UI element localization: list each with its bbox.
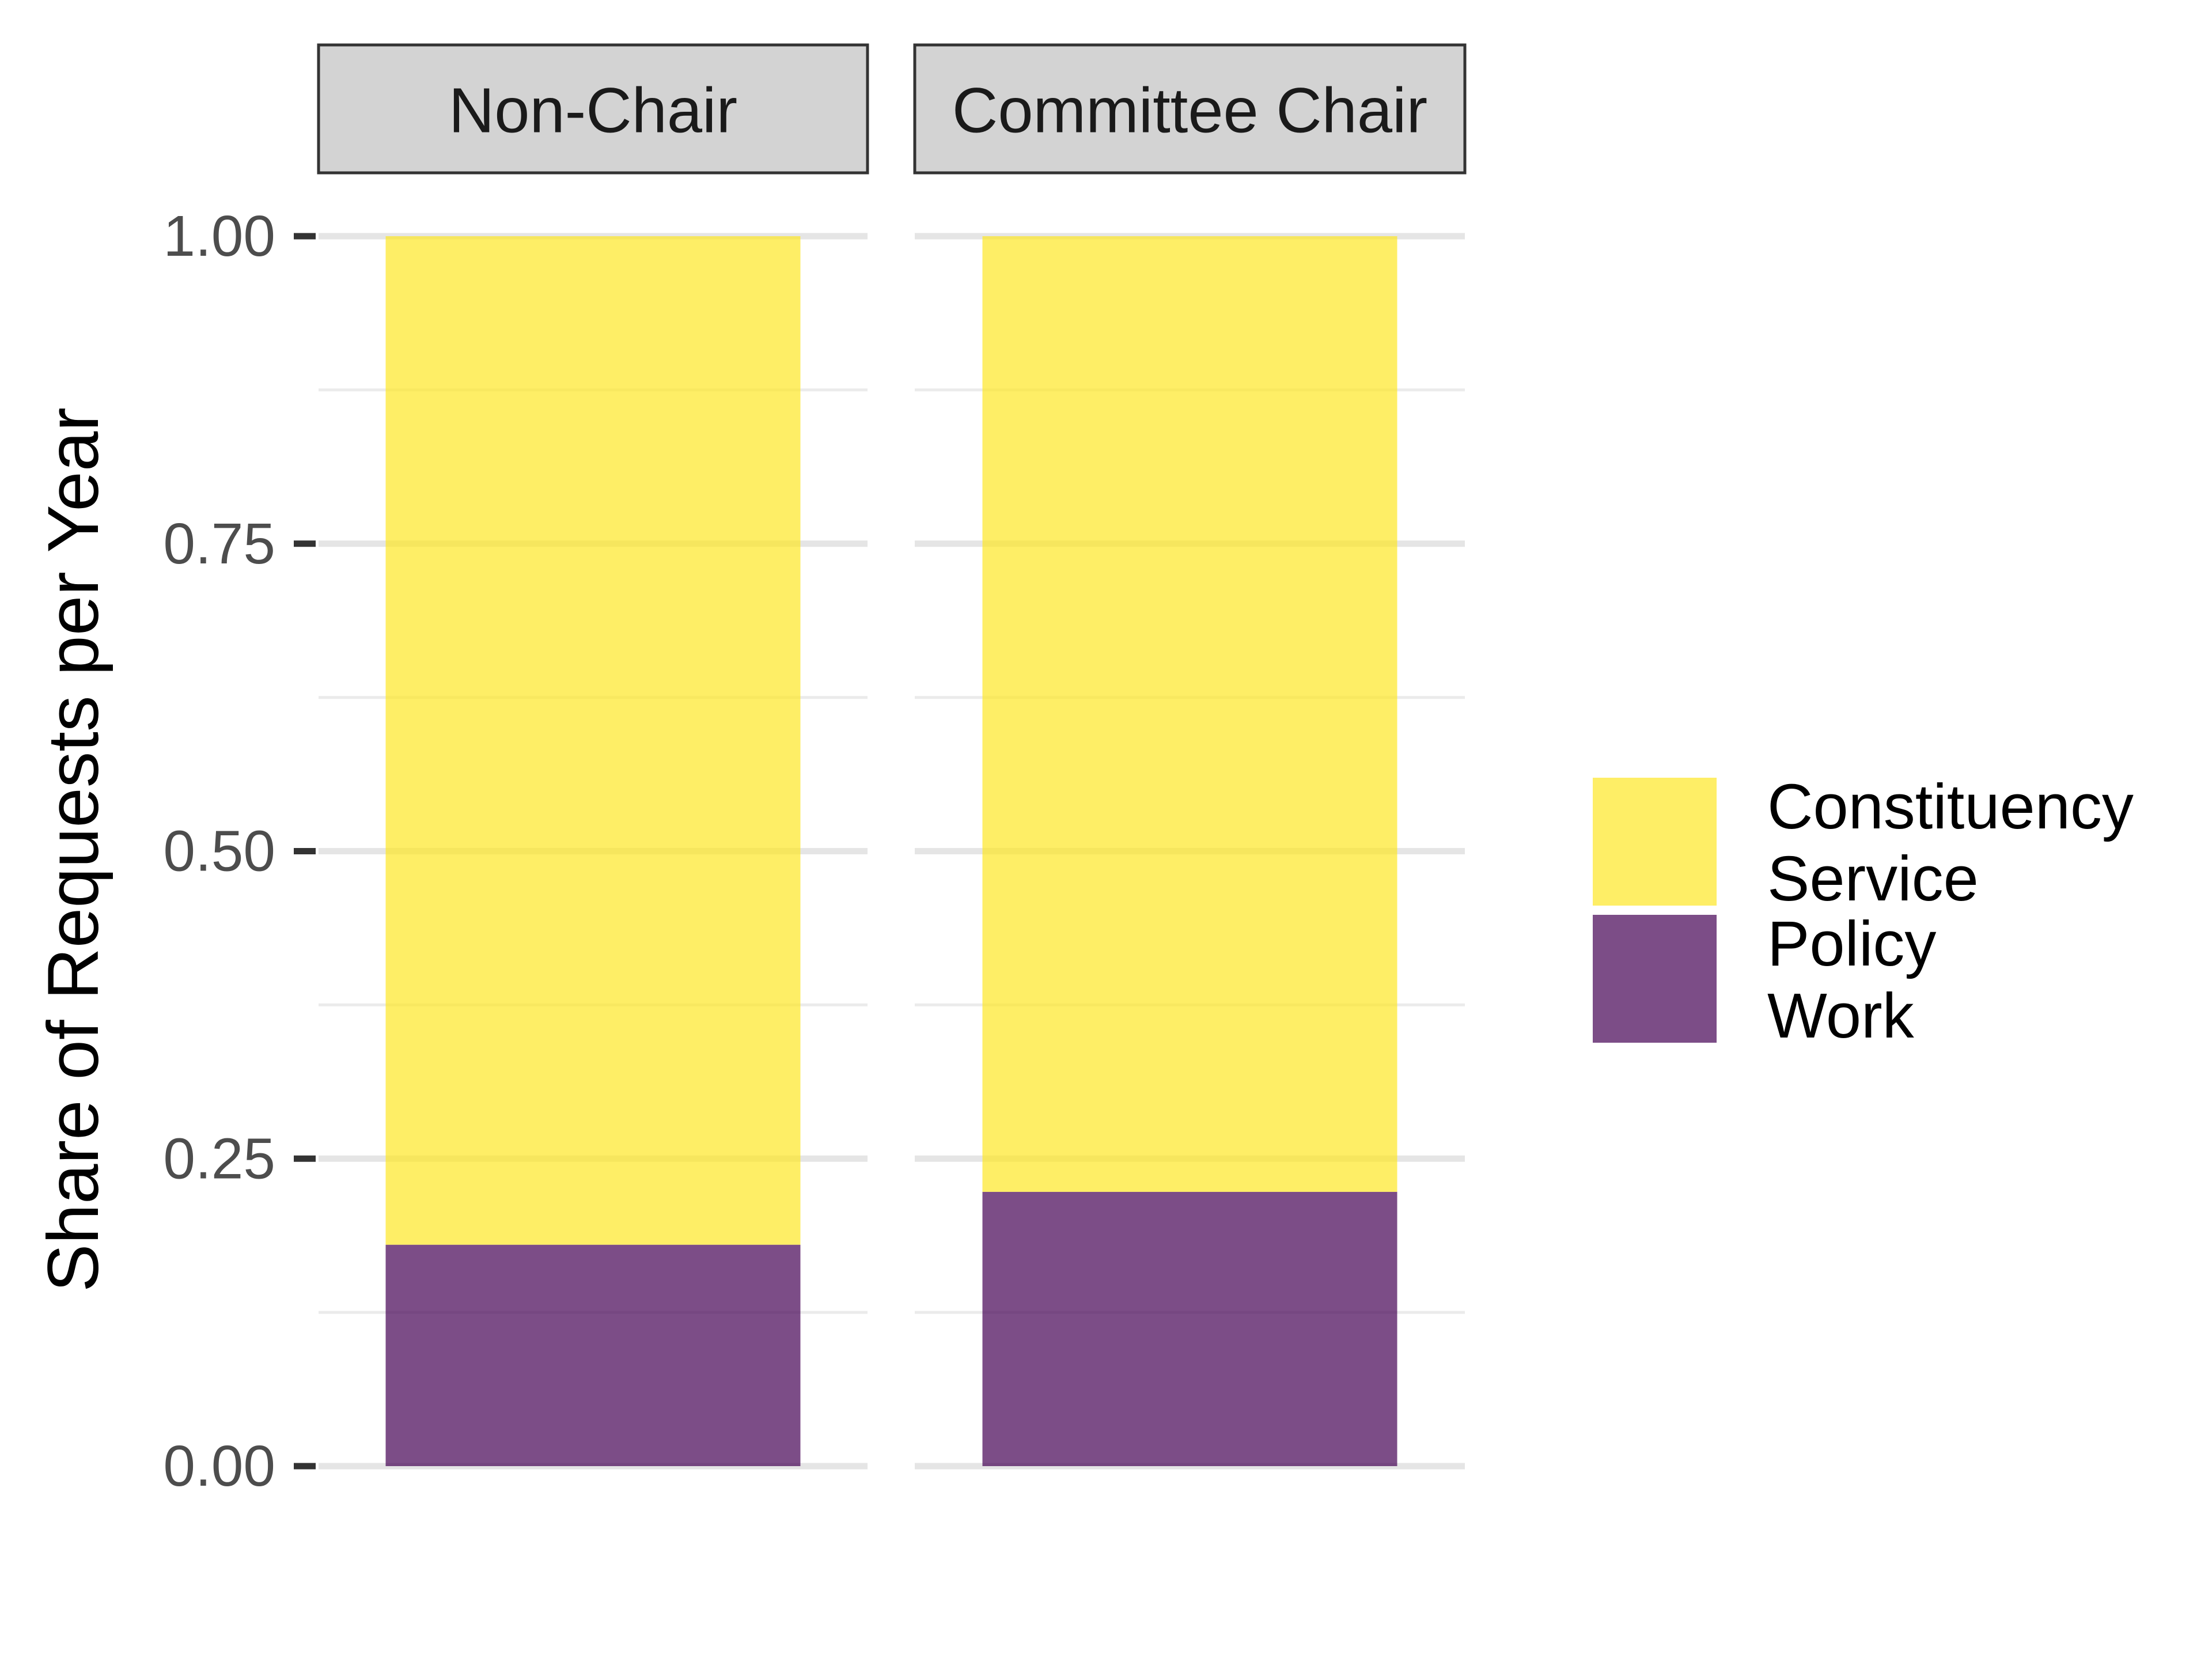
y-tick-label: 0.50 bbox=[163, 819, 275, 884]
bar-policy-work-committee-chair bbox=[982, 1191, 1397, 1466]
legend-key-constituency-service bbox=[1593, 778, 1717, 906]
y-tick-label: 0.75 bbox=[163, 512, 275, 576]
facet-strip-label: Committee Chair bbox=[952, 75, 1427, 146]
facet-strip-committee-chair bbox=[913, 43, 1467, 175]
y-tick-label: 1.00 bbox=[163, 204, 275, 268]
bar-constituency-service-committee-chair bbox=[982, 236, 1397, 1192]
legend-label-constituency-service: Constituency Service bbox=[1767, 771, 2134, 914]
legend-key-policy-work bbox=[1593, 915, 1717, 1043]
y-tick-label: 0.00 bbox=[163, 1434, 275, 1498]
bar-layer bbox=[385, 236, 1397, 1466]
legend-label-line: Work bbox=[1767, 980, 1915, 1051]
legend-label-line: Constituency bbox=[1767, 771, 2134, 842]
y-tick-label: 0.25 bbox=[163, 1126, 275, 1191]
y-axis: 0.00 0.25 0.50 0.75 1.00 bbox=[163, 204, 316, 1498]
legend-label-line: Policy bbox=[1767, 908, 1936, 979]
bar-constituency-service-non-chair bbox=[385, 236, 801, 1245]
facet-strips: Non-Chair Committee Chair bbox=[317, 43, 1467, 175]
legend-label-policy-work: Policy Work bbox=[1767, 908, 1936, 1051]
bar-policy-work-non-chair bbox=[385, 1244, 801, 1466]
facet-strip-label: Non-Chair bbox=[449, 75, 737, 146]
legend-label-line: Service bbox=[1767, 843, 1979, 914]
y-axis-title: Share of Requests per Year bbox=[33, 407, 113, 1292]
facet-strip-non-chair bbox=[317, 43, 869, 175]
